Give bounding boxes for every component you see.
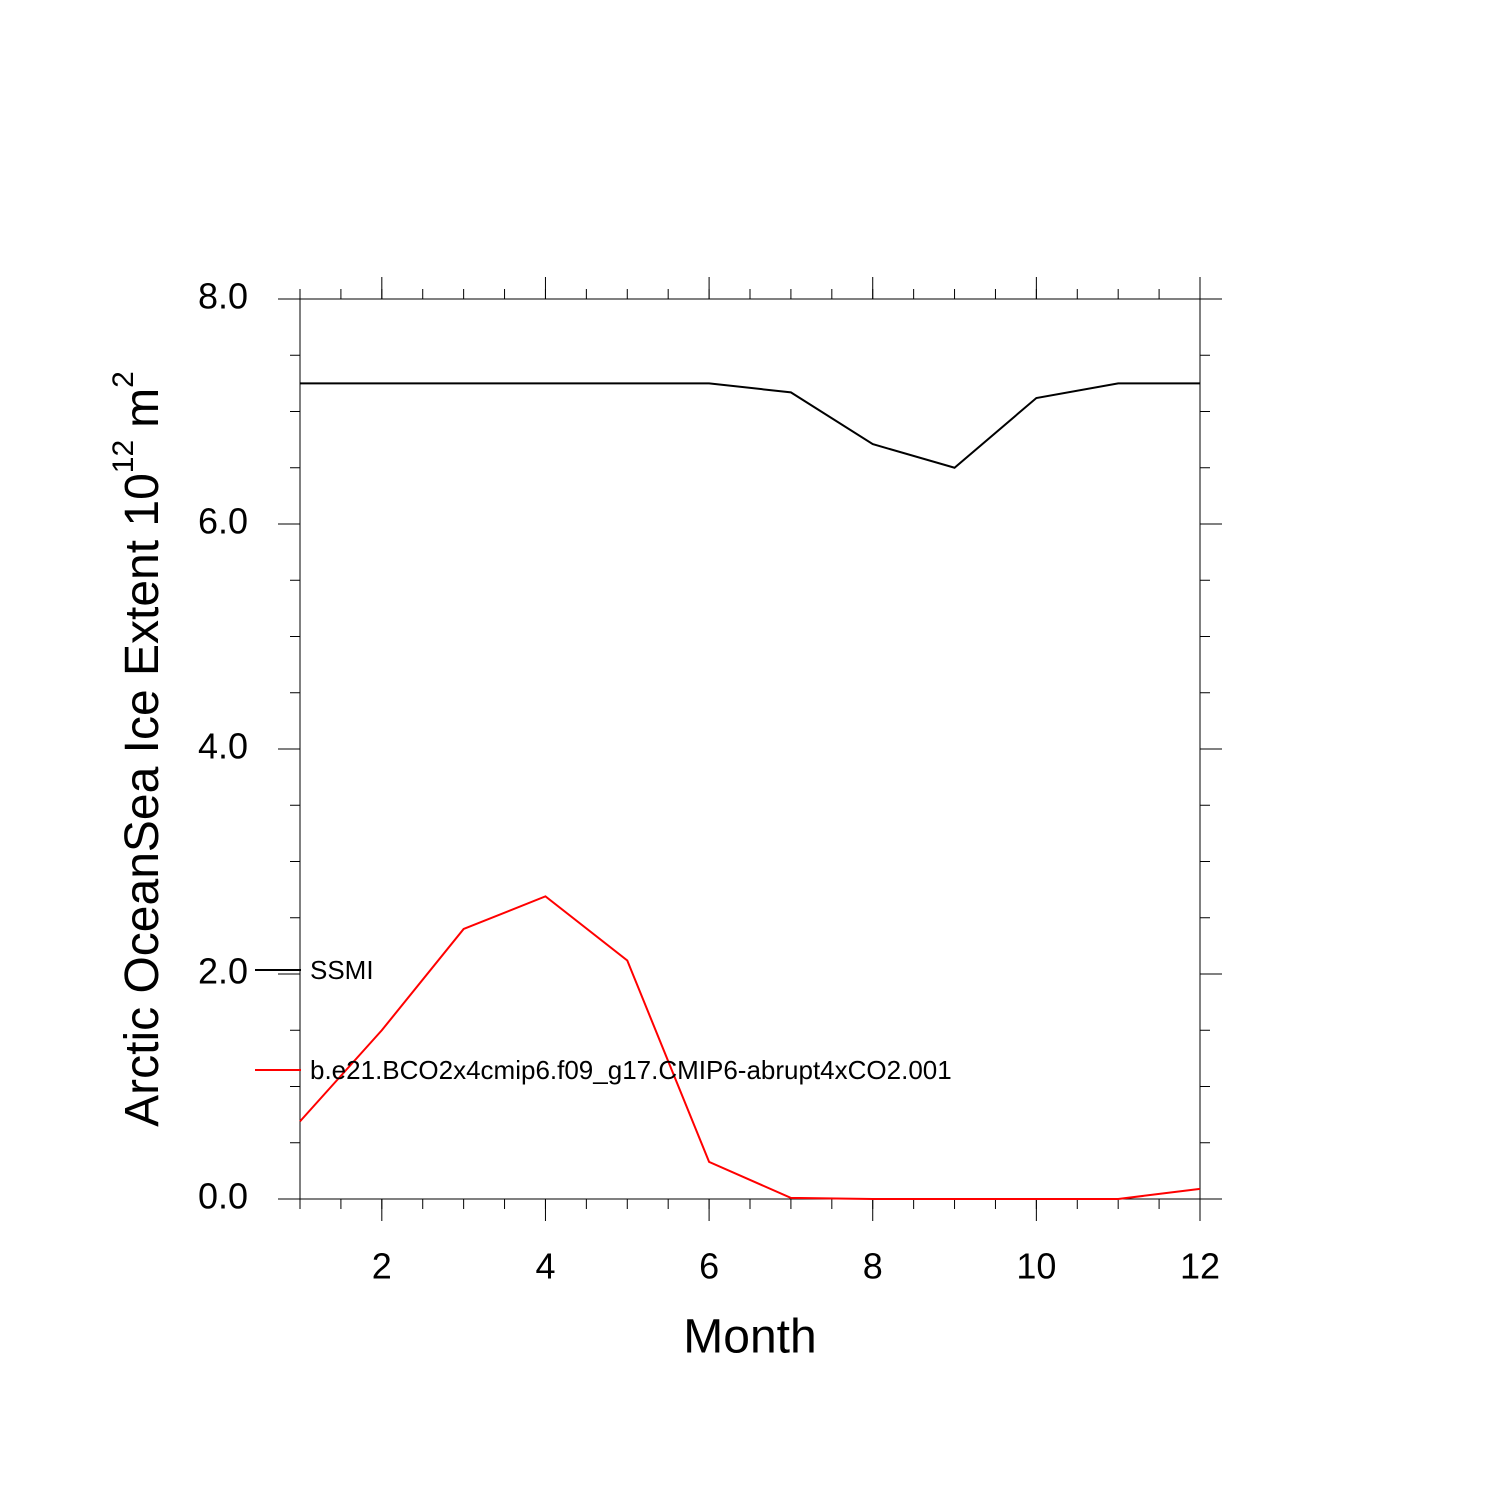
data-line: [300, 382, 1200, 469]
y-tick-label: 0.0: [198, 1176, 248, 1217]
x-tick-label: 10: [1016, 1246, 1056, 1287]
x-tick-label: 6: [699, 1246, 719, 1287]
y-title-unit-exp: 2: [107, 371, 140, 388]
y-tick-label: 8.0: [198, 276, 248, 317]
x-tick-label: 8: [863, 1246, 883, 1287]
y-title-exp: 12: [107, 440, 140, 473]
y-tick-label: 2.0: [198, 951, 248, 992]
y-tick-label: 4.0: [198, 726, 248, 767]
y-title-text: Arctic OceanSea Ice Extent 10: [116, 473, 169, 1127]
y-axis-title: Arctic OceanSea Ice Extent 1012 m2: [107, 371, 169, 1127]
x-tick-label: 4: [535, 1246, 555, 1287]
x-axis-title: Month: [683, 1311, 816, 1364]
y-tick-label: 6.0: [198, 501, 248, 542]
y-title-unit: m: [116, 388, 169, 428]
data-line: [299, 895, 1201, 1200]
legend-label: b.e21.BCO2x4cmip6.f09_g17.CMIP6-abrupt4x…: [310, 1055, 952, 1085]
x-tick-label: 2: [372, 1246, 392, 1287]
legend-label: SSMI: [310, 955, 374, 985]
x-tick-label: 12: [1180, 1246, 1220, 1287]
